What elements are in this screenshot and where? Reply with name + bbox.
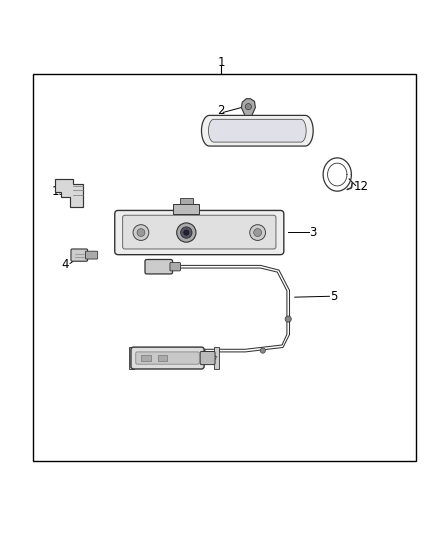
Circle shape	[180, 227, 192, 238]
Polygon shape	[201, 115, 313, 146]
Text: 1: 1	[217, 56, 225, 69]
Circle shape	[250, 225, 265, 240]
Text: 5: 5	[330, 290, 337, 303]
Circle shape	[245, 103, 251, 110]
Text: 13: 13	[52, 184, 67, 198]
Circle shape	[254, 229, 261, 237]
Bar	[33, 74, 416, 462]
Polygon shape	[241, 99, 255, 115]
Circle shape	[260, 348, 265, 353]
FancyBboxPatch shape	[123, 215, 276, 249]
Text: 4: 4	[61, 258, 69, 271]
Text: 3: 3	[310, 226, 317, 239]
FancyBboxPatch shape	[145, 260, 173, 274]
Text: 12: 12	[354, 180, 369, 193]
FancyBboxPatch shape	[85, 251, 98, 259]
Bar	[129, 347, 134, 369]
FancyBboxPatch shape	[115, 211, 284, 255]
FancyBboxPatch shape	[131, 347, 204, 369]
FancyBboxPatch shape	[170, 263, 180, 271]
Bar	[180, 198, 193, 204]
Circle shape	[133, 225, 149, 240]
Circle shape	[285, 316, 291, 322]
Text: 2: 2	[217, 104, 225, 117]
Bar	[214, 347, 219, 369]
Bar	[141, 355, 151, 361]
FancyBboxPatch shape	[71, 249, 88, 261]
Polygon shape	[208, 119, 306, 142]
FancyBboxPatch shape	[136, 352, 199, 364]
FancyBboxPatch shape	[200, 351, 215, 365]
Circle shape	[177, 223, 196, 242]
Bar	[173, 204, 199, 214]
Circle shape	[184, 230, 189, 235]
Bar	[158, 355, 167, 361]
Polygon shape	[55, 179, 83, 207]
Circle shape	[137, 229, 145, 237]
